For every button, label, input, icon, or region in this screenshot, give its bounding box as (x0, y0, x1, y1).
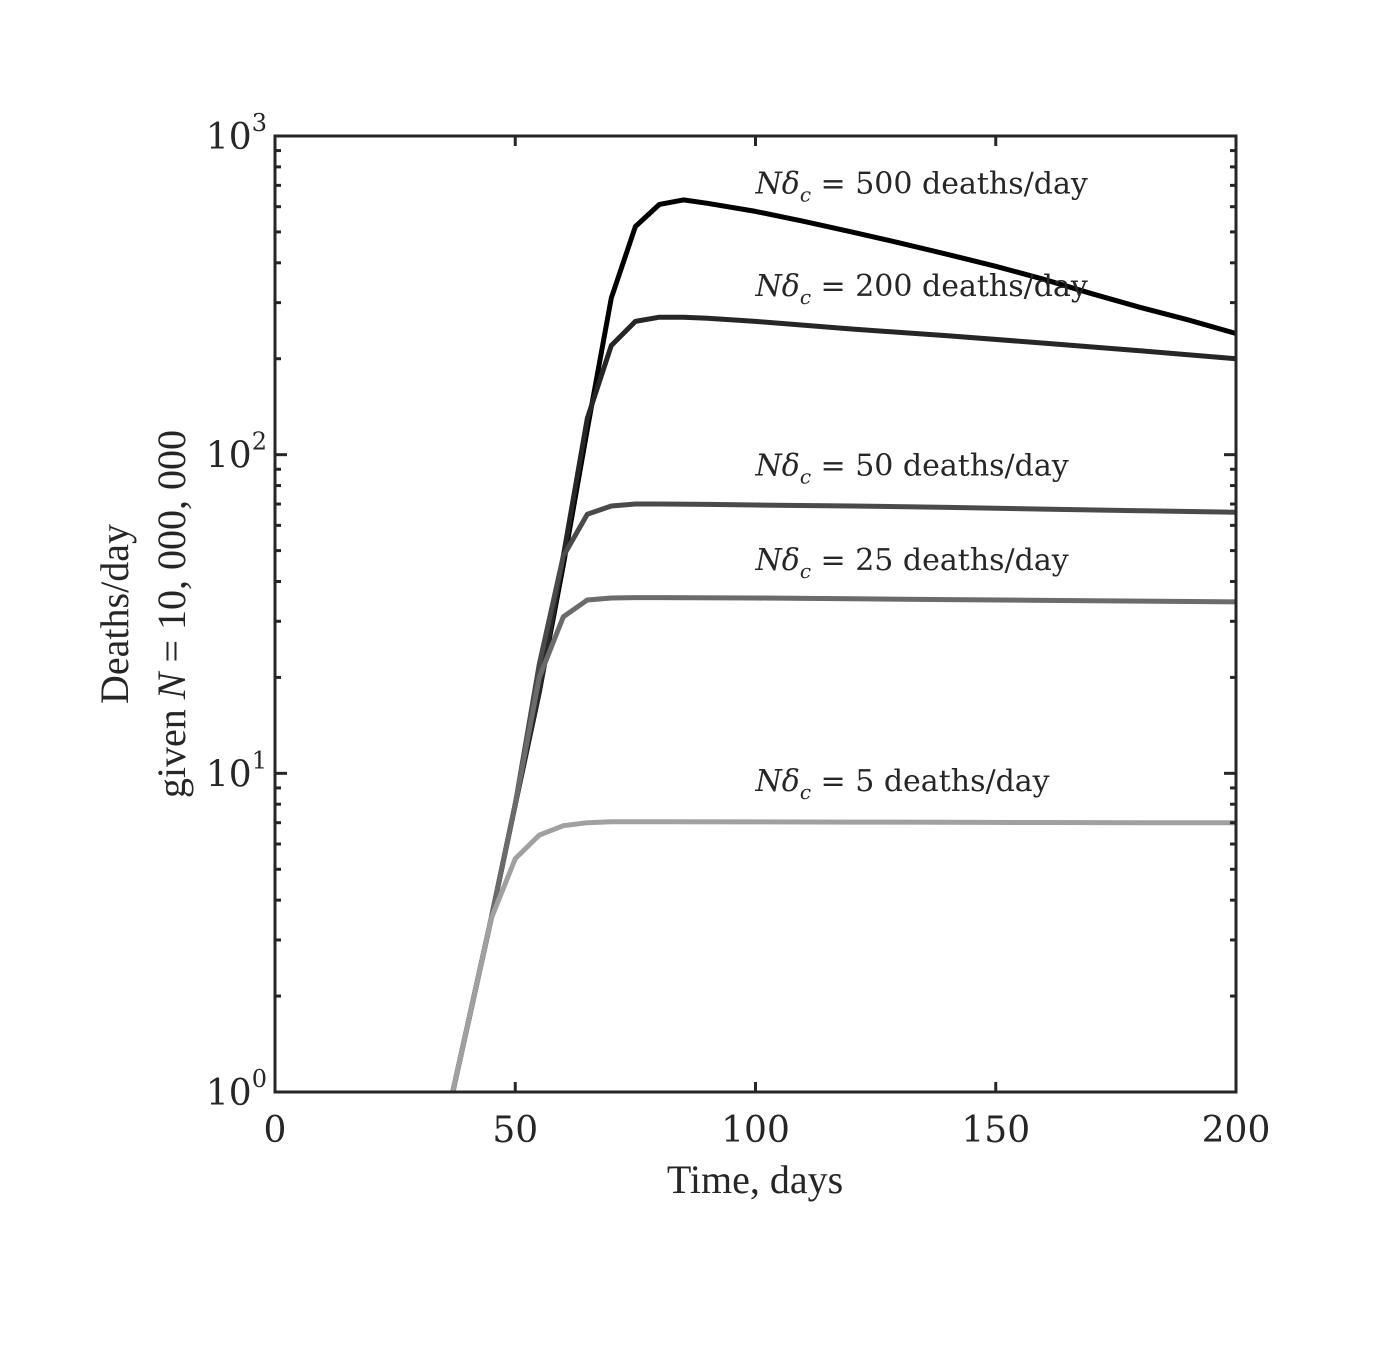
series-line-4 (450, 595, 1237, 1093)
annotation-subscript: c (800, 285, 811, 309)
series-annotation-4: Nδc = 25 deaths/day (755, 543, 1069, 583)
series-line-2 (450, 314, 1237, 1093)
series-line-5 (450, 819, 1236, 1093)
axis-ticks (273, 134, 1238, 1094)
y-axis-title-line2: given N = 10, 000, 000 (149, 430, 194, 798)
annotation-var: N (755, 543, 784, 578)
series-annotation-1: Nδc = 500 deaths/day (755, 167, 1088, 207)
y-axis-title-line2-prefix: given (149, 699, 194, 798)
y-axis-title-line2-var: N (149, 670, 194, 700)
annotation-var: N (755, 269, 784, 304)
x-tick-label: 200 (1202, 1110, 1271, 1151)
x-tick-label: 0 (264, 1110, 287, 1151)
annotation-greek: δ (782, 543, 800, 578)
x-tick-label: 100 (721, 1110, 790, 1151)
annotation-greek: δ (782, 764, 800, 799)
y-tick-label: 101 (206, 746, 267, 795)
annotation-text: = 5 deaths/day (811, 764, 1050, 799)
annotation-subscript: c (800, 780, 811, 804)
series-annotation-3: Nδc = 50 deaths/day (755, 449, 1069, 489)
y-tick-label: 103 (206, 109, 267, 158)
annotation-var: N (755, 764, 784, 799)
annotation-greek: δ (782, 167, 800, 202)
annotation-subscript: c (800, 465, 811, 489)
y-axis-title: Deaths/day given N = 10, 000, 000 (92, 430, 194, 798)
y-axis-title-line2-suffix: = 10, 000, 000 (149, 430, 194, 673)
y-tick-label: 100 (206, 1065, 267, 1114)
annotation-greek: δ (782, 449, 800, 484)
annotation-greek: δ (782, 269, 800, 304)
x-axis-title: Time, days (667, 1157, 843, 1202)
x-tick-label: 50 (492, 1110, 538, 1151)
axis-tick-labels: 0 50 100 150 200 100 101 102 103 (206, 109, 1270, 1151)
x-tick-label: 150 (961, 1110, 1030, 1151)
y-axis-title-line1: Deaths/day (92, 524, 137, 704)
y-tick-label: 102 (206, 428, 267, 477)
annotation-text: = 500 deaths/day (811, 167, 1088, 202)
annotation-text: = 25 deaths/day (811, 543, 1069, 578)
annotation-var: N (755, 449, 784, 484)
series-annotation-5: Nδc = 5 deaths/day (755, 764, 1050, 804)
annotation-subscript: c (800, 559, 811, 583)
annotation-text: = 200 deaths/day (811, 269, 1088, 304)
annotation-text: = 50 deaths/day (811, 449, 1069, 484)
series-annotation-2: Nδc = 200 deaths/day (755, 269, 1088, 309)
series-line-1 (450, 197, 1237, 1093)
annotation-subscript: c (800, 183, 811, 207)
annotation-var: N (755, 167, 784, 202)
